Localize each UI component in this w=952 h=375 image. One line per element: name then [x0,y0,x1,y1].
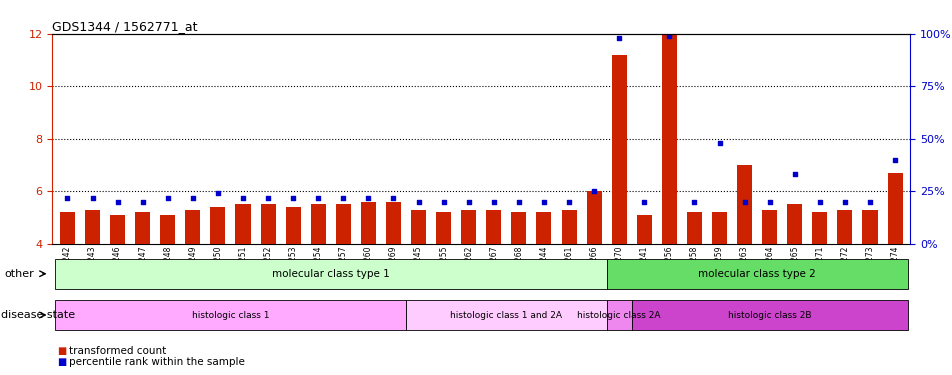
Text: disease state: disease state [1,310,75,320]
Bar [60,212,75,244]
Point [711,140,726,146]
Bar [386,202,401,244]
Bar [611,55,626,244]
Point [410,199,426,205]
Bar [436,212,450,244]
Bar [406,300,606,330]
Bar [335,204,350,244]
Point [561,199,576,205]
Bar [210,207,226,244]
Bar [185,210,200,244]
Point [786,171,802,177]
Point [436,199,451,205]
Text: molecular class type 1: molecular class type 1 [271,269,389,279]
Bar [135,212,150,244]
Bar [461,210,476,244]
Bar [631,300,906,330]
Point [109,199,125,205]
Bar [235,204,250,244]
Point [611,35,626,41]
Text: molecular class type 2: molecular class type 2 [698,269,815,279]
Point [510,199,526,205]
Bar [286,207,301,244]
Point [286,195,301,201]
Bar [686,212,702,244]
Bar [762,210,777,244]
Point [762,199,777,205]
Text: histologic class 2B: histologic class 2B [727,310,810,320]
Point [536,199,551,205]
Bar [536,212,551,244]
Text: percentile rank within the sample: percentile rank within the sample [69,357,245,367]
Point [686,199,702,205]
Point [361,195,376,201]
Bar [886,173,902,244]
Bar [586,191,601,244]
Bar [606,259,906,289]
Text: ■: ■ [57,357,67,367]
Point [260,195,275,201]
Point [837,199,852,205]
Bar [786,204,802,244]
Text: histologic class 2A: histologic class 2A [577,310,661,320]
Bar [561,210,576,244]
Bar [55,259,606,289]
Point [386,195,401,201]
Bar [110,215,125,244]
Bar [606,300,631,330]
Bar [410,210,426,244]
Point [862,199,877,205]
Point [736,199,751,205]
Point [85,195,100,201]
Point [135,199,150,205]
Point [335,195,350,201]
Text: other: other [5,269,34,279]
Bar [511,212,526,244]
Bar [862,210,877,244]
Bar [736,165,751,244]
Bar [55,300,406,330]
Point [60,195,75,201]
Point [585,188,601,194]
Text: transformed count: transformed count [69,346,166,355]
Point [486,199,501,205]
Bar [636,215,651,244]
Text: histologic class 1: histologic class 1 [191,310,269,320]
Bar [837,210,851,244]
Point [310,195,326,201]
Bar [160,215,175,244]
Text: ■: ■ [57,346,67,355]
Bar [85,210,100,244]
Text: GDS1344 / 1562771_at: GDS1344 / 1562771_at [52,20,198,33]
Point [210,190,226,196]
Point [886,157,902,163]
Point [661,33,676,39]
Bar [260,204,275,244]
Point [235,195,250,201]
Bar [310,204,326,244]
Bar [361,202,375,244]
Bar [661,34,676,244]
Point [160,195,175,201]
Text: histologic class 1 and 2A: histologic class 1 and 2A [450,310,562,320]
Bar [811,212,826,244]
Point [811,199,826,205]
Bar [486,210,501,244]
Point [461,199,476,205]
Bar [711,212,726,244]
Point [185,195,200,201]
Point [636,199,651,205]
